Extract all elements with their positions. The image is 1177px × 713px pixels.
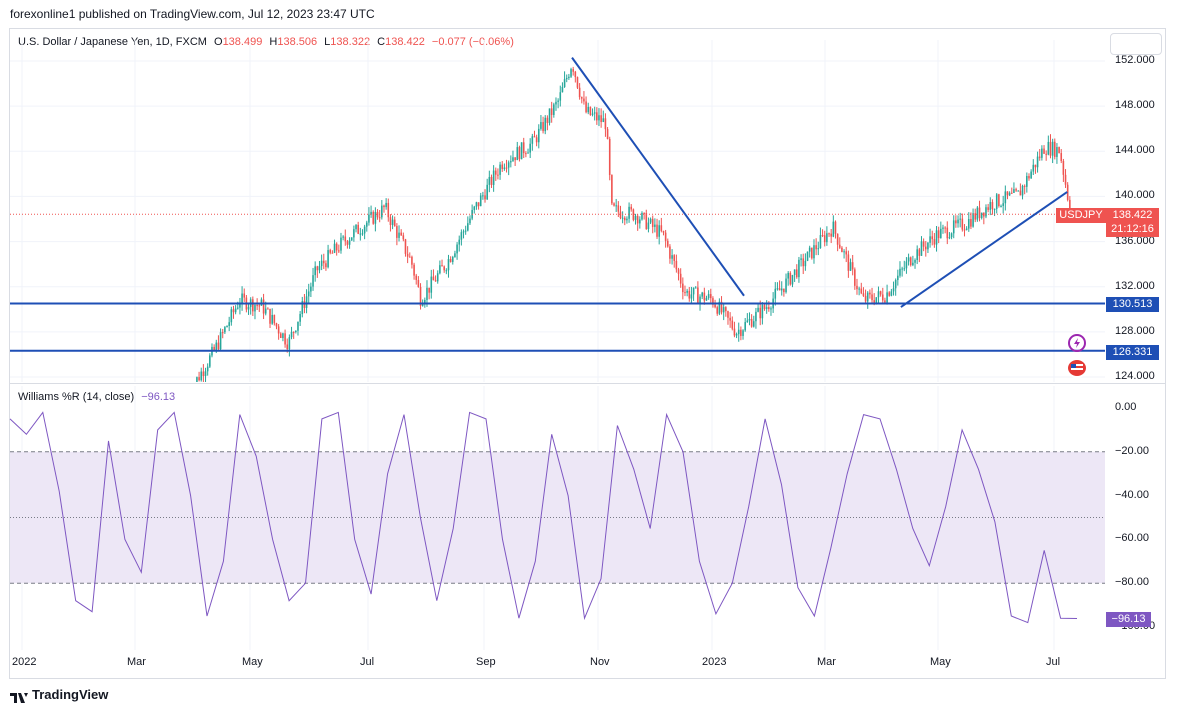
time-tick-label: 2022	[12, 656, 37, 668]
tradingview-icon	[10, 691, 28, 703]
indicator-tick-label: −40.00	[1115, 488, 1149, 501]
price-tick-label: 144.000	[1115, 144, 1155, 157]
price-tick-label: 152.000	[1115, 54, 1155, 66]
time-tick-label: Sep	[476, 656, 496, 668]
last-price-tag: 138.422 21:12:16	[1106, 208, 1159, 237]
indicator-tick-label: −20.00	[1115, 444, 1149, 457]
top-right-button[interactable]	[1110, 33, 1162, 55]
close-label: C	[377, 36, 386, 48]
high-value: 138.506	[277, 36, 318, 48]
time-tick-label: Nov	[590, 656, 610, 668]
high-label: H	[269, 36, 278, 48]
time-tick-label: Jul	[1046, 656, 1061, 668]
open-value: 138.499	[222, 36, 263, 48]
time-tick-label: Jul	[360, 656, 375, 668]
indicator-name: Williams %R (14, close)	[18, 391, 135, 403]
price-tick-label: 136.000	[1115, 234, 1155, 247]
price-tick-label: 148.000	[1115, 99, 1155, 112]
time-tick-label: Mar	[127, 656, 146, 668]
symbol-legend: U.S. Dollar / Japanese Yen, 1D, FXCM O13…	[18, 36, 514, 48]
symbol-title: U.S. Dollar / Japanese Yen, 1D, FXCM	[18, 36, 207, 48]
price-tick-label: 132.000	[1115, 279, 1155, 292]
time-tick-label: May	[242, 656, 263, 668]
level-tag-upper: 130.513	[1106, 297, 1159, 312]
price-tick-label: 124.000	[1115, 370, 1155, 382]
change-value: −0.077 (−0.06%)	[431, 36, 514, 48]
last-price: 138.422	[1112, 209, 1153, 221]
low-label: L	[324, 36, 331, 48]
symbol-tag: USDJPY	[1056, 208, 1106, 223]
chart-frame	[9, 28, 1166, 679]
close-value: 138.422	[385, 36, 425, 48]
indicator-tick-label: −60.00	[1115, 532, 1149, 545]
pane-separator[interactable]	[10, 383, 1165, 384]
low-value: 138.322	[330, 36, 371, 48]
time-tick-label: 2023	[702, 656, 727, 668]
currency-flag-icon[interactable]	[1066, 358, 1088, 378]
bar-countdown: 21:12:16	[1111, 223, 1154, 235]
tradingview-logo[interactable]: TradingView	[10, 687, 109, 703]
price-tick-label: 128.000	[1115, 324, 1155, 337]
time-tick-label: Mar	[817, 656, 836, 668]
wr-value-tag: −96.13	[1106, 612, 1151, 627]
lightning-icon[interactable]	[1068, 334, 1086, 352]
level-tag-lower: 126.331	[1106, 345, 1159, 360]
open-label: O	[214, 36, 223, 48]
indicator-tick-label: 0.00	[1115, 401, 1137, 413]
price-tick-label: 140.000	[1115, 189, 1155, 202]
time-tick-label: May	[930, 656, 951, 668]
indicator-value: −96.13	[141, 391, 176, 403]
indicator-tick-label: −80.00	[1115, 576, 1149, 589]
tradingview-brand: TradingView	[32, 687, 109, 702]
publisher-header: forexonline1 published on TradingView.co…	[10, 7, 375, 21]
indicator-legend: Williams %R (14, close) −96.13	[18, 391, 175, 403]
